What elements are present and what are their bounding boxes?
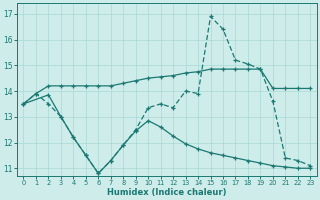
X-axis label: Humidex (Indice chaleur): Humidex (Indice chaleur): [107, 188, 227, 197]
